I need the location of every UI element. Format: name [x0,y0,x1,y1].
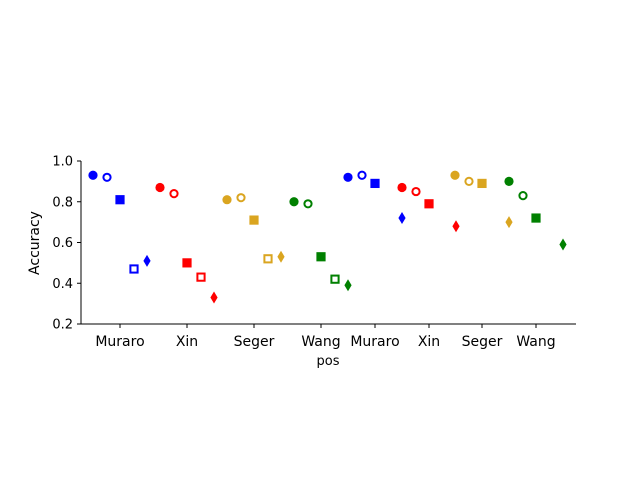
data-point [370,178,380,189]
y-axis-label: Accuracy [27,211,43,275]
data-point [450,170,460,180]
data-point [143,254,151,267]
data-point [88,170,98,180]
x-tick-label: Muraro [95,334,144,350]
data-point [277,250,285,263]
data-point [196,272,206,282]
data-point [316,252,326,262]
data-point [397,182,407,193]
data-point [357,170,367,180]
y-tick-label: 0.6 [52,236,73,251]
data-point [155,182,165,193]
data-point [263,254,273,264]
data-point [344,279,352,292]
y-ticks: 0.2 0.4 0.6 0.8 1.0 [52,155,81,333]
y-tick-label: 0.4 [52,277,73,292]
data-point [424,199,434,209]
data-point [398,212,406,225]
data-point [102,172,112,182]
data-point [505,216,513,229]
x-tick-label: Xin [176,334,198,350]
data-point [169,189,179,199]
data-point [464,176,474,186]
x-tick-label: Xin [418,334,440,350]
x-ticks: Muraro Xin Seger Wang Muraro Xin Seger Wang [95,324,556,350]
x-tick-label: Wang [301,334,340,350]
data-point [115,195,125,205]
y-tick-label: 0.2 [52,318,73,333]
x-tick-label: Seger [462,334,503,350]
data-point [452,220,460,233]
data-point [222,195,232,205]
y-tick-label: 1.0 [52,155,73,170]
data-point [303,199,313,209]
y-tick-label: 0.8 [52,195,73,210]
data-point [249,215,259,225]
data-point [210,291,218,304]
data-point [411,186,421,197]
data-point [477,178,487,189]
data-point [289,197,299,207]
data-point [559,238,567,251]
data-point [129,264,139,274]
data-point [518,191,528,201]
x-tick-label: Wang [516,334,555,350]
data-point [236,193,246,203]
data-point [182,258,192,268]
data-markers [88,170,567,304]
data-point [330,274,340,284]
data-point [531,213,541,223]
x-tick-label: Seger [234,334,275,350]
x-axis-label: pos [317,354,340,369]
data-point [504,176,514,186]
x-tick-label: Muraro [350,334,399,350]
data-point [343,172,353,182]
